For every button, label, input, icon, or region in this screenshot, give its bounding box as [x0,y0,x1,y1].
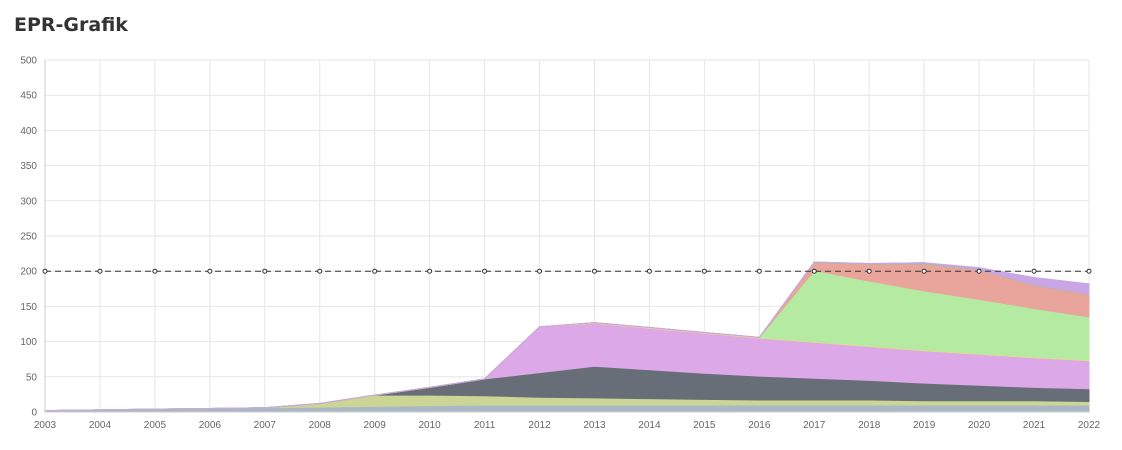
reference-point [1031,268,1037,274]
x-tick-label: 2019 [913,420,936,431]
y-tick-label: 100 [20,337,37,348]
x-tick-label: 2022 [1078,420,1101,431]
x-tick-label: 2013 [583,420,606,431]
x-tick-label: 2004 [89,420,112,431]
x-tick-label: 2007 [254,420,277,431]
y-tick-label: 200 [20,267,37,278]
x-tick-label: 2003 [34,420,57,431]
x-tick-label: 2021 [1023,420,1046,431]
reference-point [207,268,213,274]
reference-point [482,268,488,274]
y-tick-label: 300 [20,196,37,207]
chart-areas [44,261,1090,413]
y-tick-label: 350 [20,161,37,172]
y-tick-label: 500 [20,56,37,67]
reference-point [1086,268,1092,274]
reference-point [262,268,268,274]
reference-point [756,268,762,274]
x-tick-label: 2020 [968,420,991,431]
reference-line-group [42,268,1092,274]
y-tick-label: 150 [20,302,37,313]
reference-point [42,268,48,274]
x-tick-label: 2014 [638,420,661,431]
reference-point [866,268,872,274]
area-series-9 [44,261,1090,412]
chart-axes [44,60,1089,413]
x-tick-label: 2008 [309,420,332,431]
x-tick-label: 2011 [474,420,496,431]
x-tick-label: 2017 [803,420,826,431]
y-tick-label: 450 [20,91,37,102]
x-tick-label: 2005 [144,420,167,431]
x-tick-label: 2016 [748,420,771,431]
x-tick-label: 2015 [693,420,716,431]
x-tick-label: 2006 [199,420,222,431]
y-tick-label: 250 [20,232,37,243]
page-title: EPR-Grafik [14,14,128,36]
chart-ticks: 0 50 100 150 200 250 300 350 400 450 500 2003 2004 20… [20,56,1100,432]
x-tick-label: 2009 [364,420,387,431]
reference-point [537,268,543,274]
reference-point [811,268,817,274]
reference-point [152,268,158,274]
x-tick-label: 2010 [419,420,442,431]
reference-point [372,268,378,274]
reference-point [976,268,982,274]
reference-point [591,268,597,274]
reference-point [317,268,323,274]
x-tick-label: 2012 [528,420,551,431]
reference-point [646,268,652,274]
y-tick-label: 0 [31,408,37,419]
y-tick-label: 50 [26,372,38,383]
reference-point [97,268,103,274]
x-tick-label: 2018 [858,420,881,431]
reference-point [701,268,707,274]
y-tick-label: 400 [20,126,37,137]
reference-point [427,268,433,274]
reference-point [921,268,927,274]
